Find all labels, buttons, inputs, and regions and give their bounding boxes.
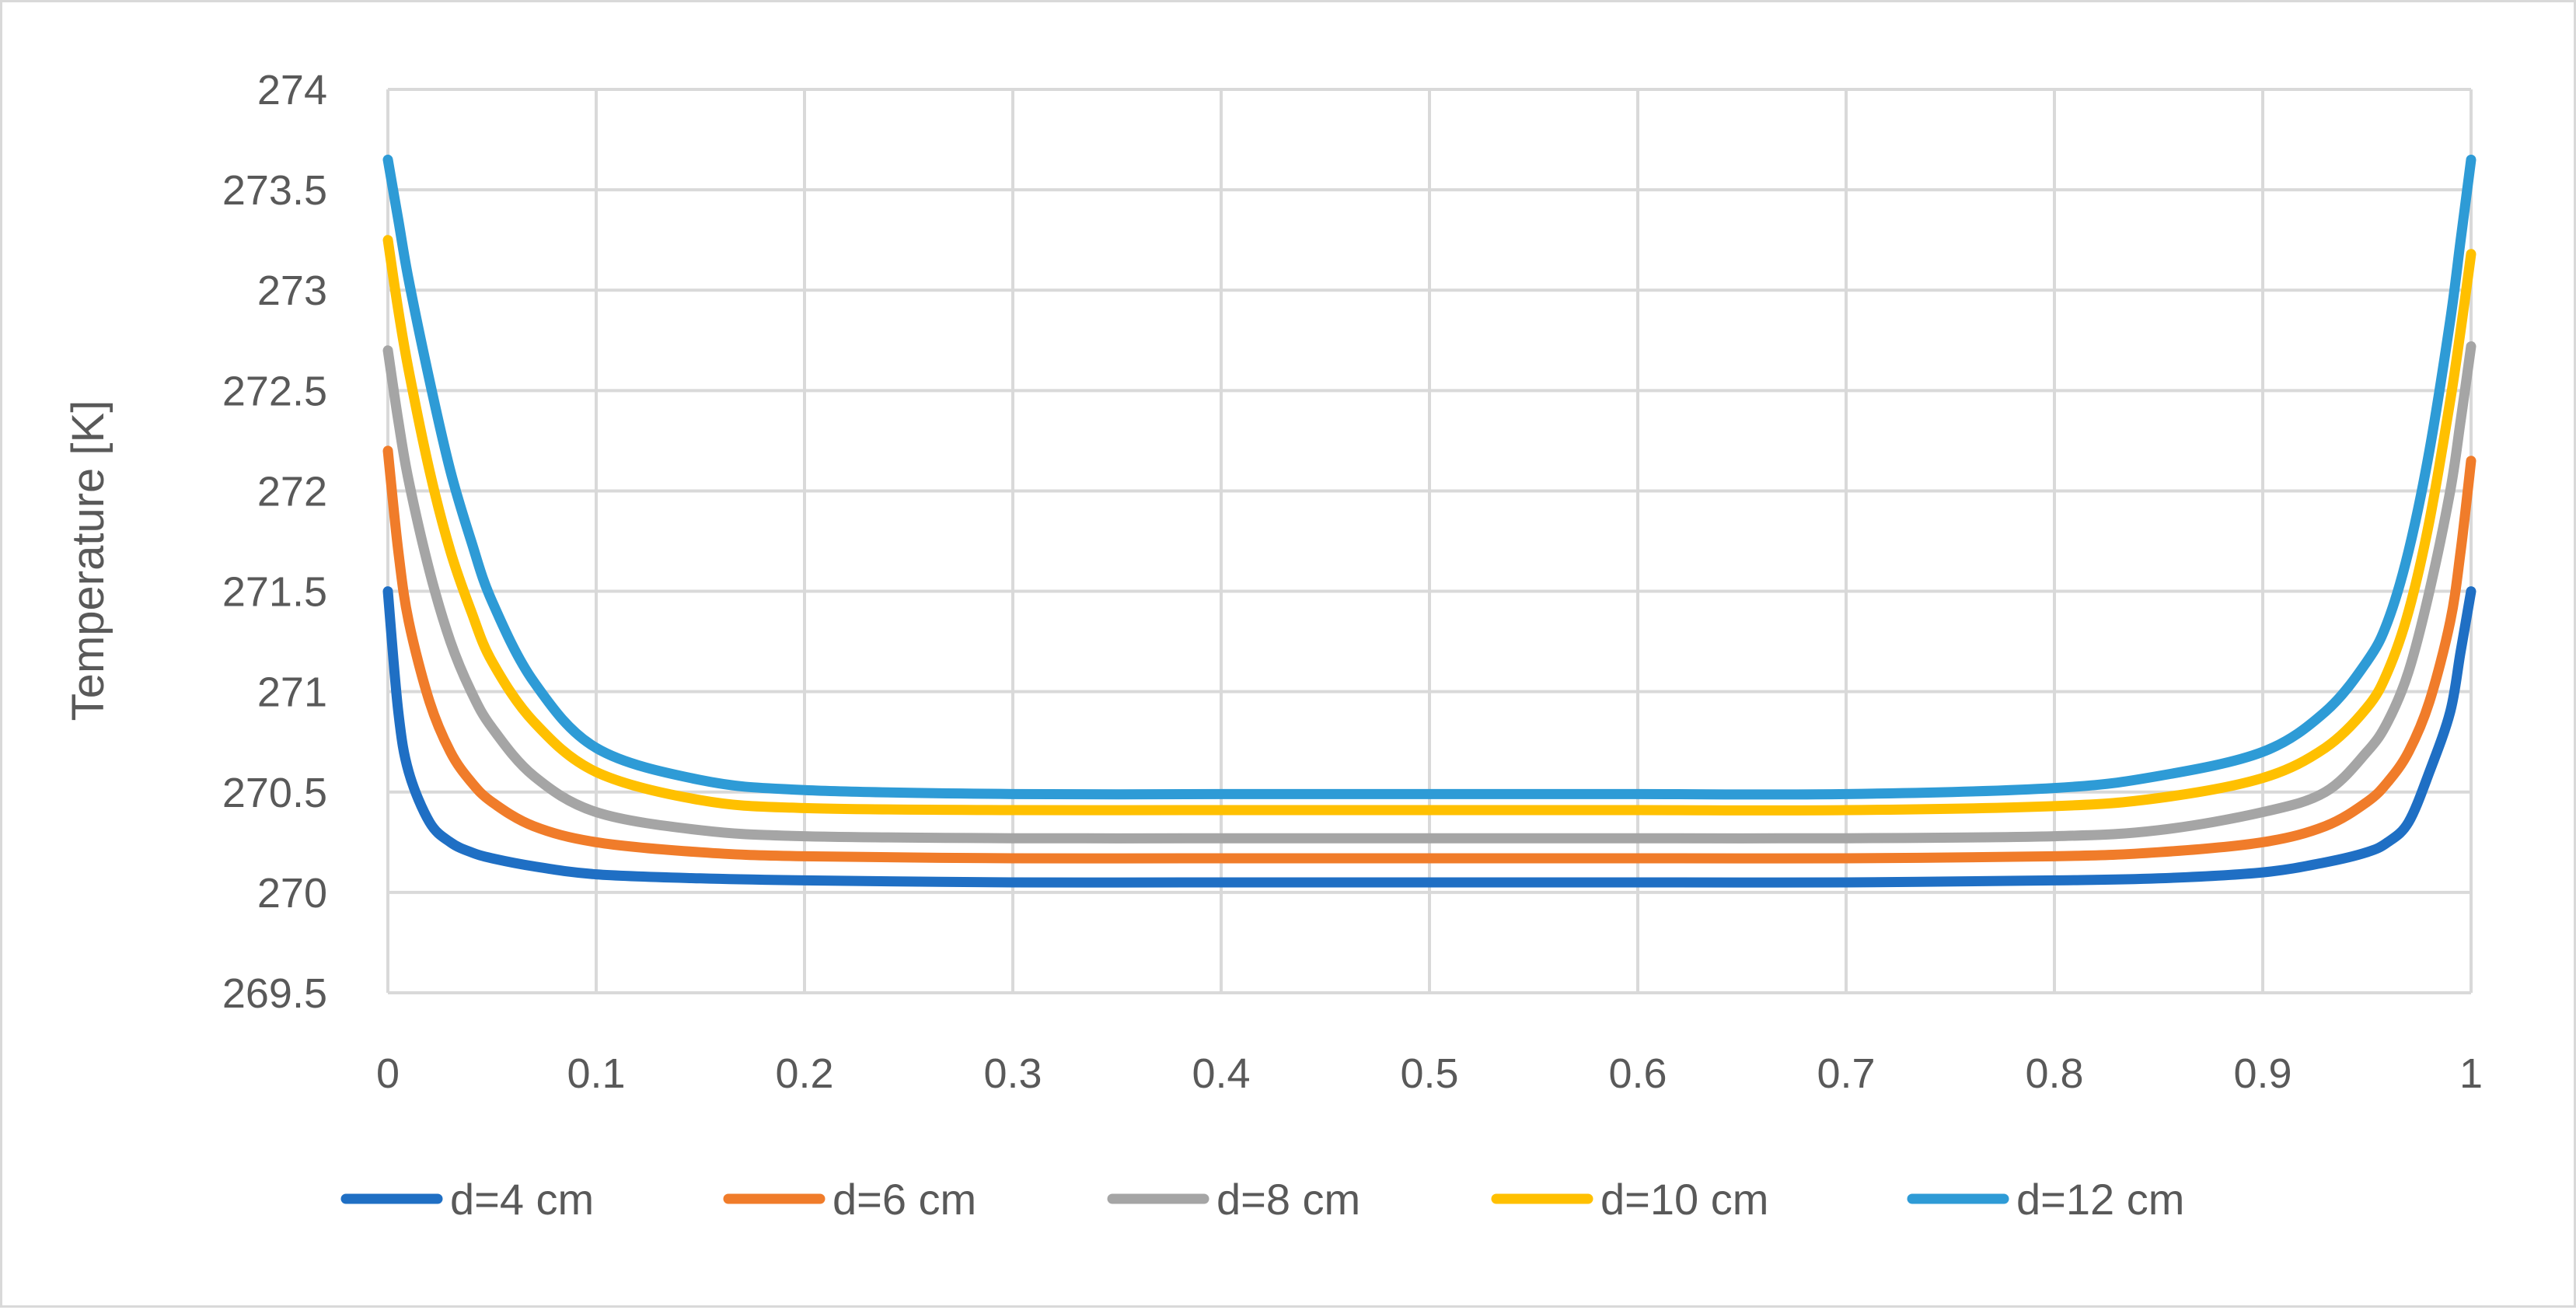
series-line-3 (382, 341, 2477, 844)
series-line-1 (382, 586, 2477, 888)
legend-label: d=6 cm (832, 1175, 976, 1224)
x-tick-label: 0.2 (775, 1050, 833, 1097)
x-tick-label: 0.5 (1400, 1050, 1458, 1097)
y-tick-label: 272.5 (222, 368, 327, 414)
x-tick-label: 0 (376, 1050, 400, 1097)
y-tick-label: 270.5 (222, 770, 327, 816)
series-lines (382, 154, 2477, 888)
y-axis-title: Temperature [K] (63, 400, 113, 721)
legend-label: d=4 cm (450, 1175, 594, 1224)
x-axis-ticks: 0 0.1 0.2 0.3 0.4 0.5 0.6 0.7 0.8 0.9 1 (376, 1050, 2483, 1097)
y-tick-label: 270 (257, 870, 327, 917)
series-line-5 (382, 154, 2477, 800)
series-line-4 (382, 235, 2477, 816)
y-tick-label: 273.5 (222, 167, 327, 214)
legend-label: d=8 cm (1216, 1175, 1360, 1224)
x-tick-label: 1 (2459, 1050, 2483, 1097)
y-tick-label: 273 (257, 267, 327, 314)
x-tick-label: 0.7 (1817, 1050, 1875, 1097)
y-axis-ticks: 269.5 270 270.5 271 271.5 272 272.5 273 273.5 274 (222, 67, 327, 1017)
x-tick-label: 0.4 (1192, 1050, 1250, 1097)
legend: d=4 cm d=6 cm d=8 cm d=10 cm d=12 cm (340, 1175, 2184, 1224)
x-tick-label: 0.8 (2025, 1050, 2083, 1097)
x-tick-label: 0.9 (2233, 1050, 2292, 1097)
y-tick-label: 274 (257, 67, 327, 114)
y-tick-label: 272 (257, 468, 327, 515)
x-tick-label: 0.6 (1608, 1050, 1667, 1097)
legend-label: d=12 cm (2016, 1175, 2184, 1224)
x-tick-label: 0.3 (983, 1050, 1042, 1097)
y-tick-label: 271.5 (222, 569, 327, 616)
y-tick-label: 271 (257, 669, 327, 716)
y-tick-label: 269.5 (222, 970, 327, 1017)
legend-label: d=10 cm (1600, 1175, 1768, 1224)
series-line-2 (382, 445, 2477, 864)
x-tick-label: 0.1 (567, 1050, 625, 1097)
